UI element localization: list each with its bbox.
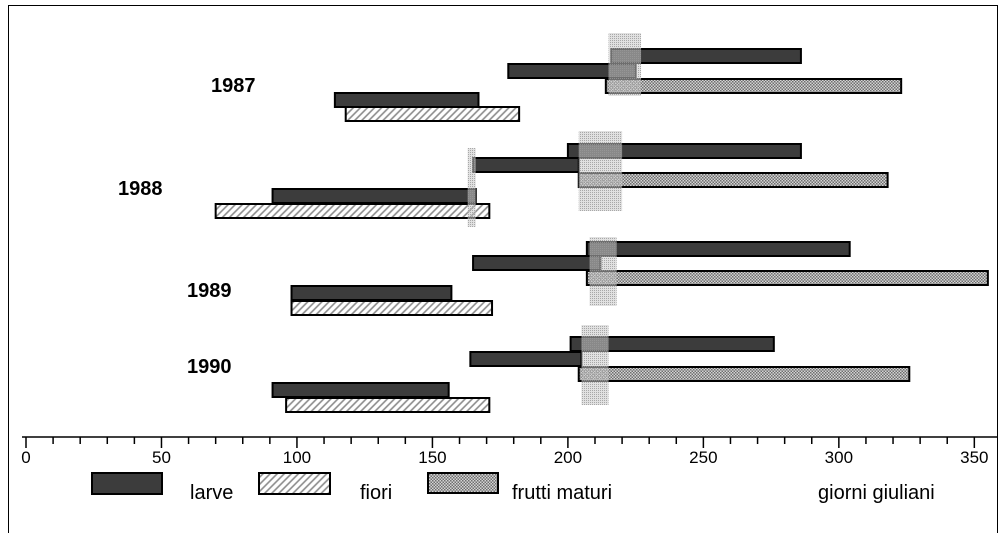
chart-frame [8, 5, 998, 533]
shaded-interval [581, 325, 609, 405]
shaded-interval [608, 33, 642, 96]
larve-bar [569, 336, 775, 352]
fiori-bar [285, 397, 491, 413]
x-tick-label: 300 [825, 448, 853, 467]
frutti-maturi-bar [577, 172, 889, 188]
x-tick-label: 0 [21, 448, 30, 467]
x-tick-label: 150 [418, 448, 446, 467]
larve-bar [469, 351, 583, 367]
legend-swatch-larve [91, 472, 163, 495]
year-label-1987: 1987 [211, 75, 256, 97]
fiori-bar [214, 203, 491, 219]
shaded-interval [578, 131, 623, 211]
shaded-interval [467, 148, 476, 227]
frutti-maturi-bar [604, 78, 903, 94]
bars-layer [214, 48, 989, 413]
x-axis-tick-labels: 0 50 100 150 200 250 300 350 [21, 448, 988, 467]
x-tick-label: 350 [960, 448, 988, 467]
year-label-1988: 1988 [118, 178, 163, 200]
legend-label-fiori: fiori [360, 482, 392, 504]
legend: larve fiori frutti maturi [91, 472, 612, 504]
larve-bar [472, 255, 602, 271]
larve-bar [585, 241, 851, 257]
x-tick-label: 50 [152, 448, 171, 467]
frutti-maturi-bar [577, 366, 911, 382]
larve-bar [290, 285, 453, 301]
year-label-1989: 1989 [187, 280, 232, 302]
frutti-maturi-bar [585, 270, 989, 286]
legend-label-larve: larve [190, 482, 233, 504]
legend-swatch-frutti-maturi [427, 472, 499, 494]
larve-bar [472, 157, 580, 173]
x-tick-label: 200 [554, 448, 582, 467]
shaded-interval [589, 237, 617, 306]
year-label-1990: 1990 [187, 356, 232, 378]
legend-label-frutti-maturi: frutti maturi [512, 482, 612, 504]
larve-bar [271, 188, 477, 204]
legend-swatch-fiori [258, 472, 331, 495]
x-tick-label: 250 [689, 448, 717, 467]
larve-bar [333, 92, 480, 108]
x-axis-ticks [25, 437, 976, 448]
fiori-bar [344, 106, 521, 122]
x-tick-label: 100 [283, 448, 311, 467]
larve-bar [271, 382, 450, 398]
shaded-intervals-layer [467, 33, 642, 405]
fiori-bar [290, 300, 494, 316]
x-axis-label: giorni giuliani [818, 482, 935, 504]
larve-bar [566, 143, 802, 159]
